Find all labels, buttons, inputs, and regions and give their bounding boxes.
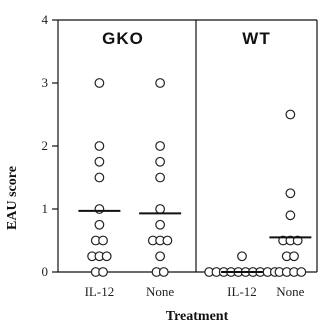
data-point (98, 235, 108, 246)
y-tick-label: 1 (42, 201, 49, 216)
y-tick-label: 2 (42, 138, 49, 153)
data-point (285, 188, 296, 199)
data-point (94, 78, 105, 88)
data-point (94, 141, 105, 151)
data-point (285, 210, 296, 221)
data-point (94, 204, 105, 214)
data-point (155, 156, 166, 167)
y-tick-label: 0 (42, 264, 49, 279)
y-tick-label: 4 (42, 12, 49, 27)
data-point (158, 267, 169, 277)
panel-gko: GKO IL-12 None (78, 29, 182, 299)
group-gko-none: None (139, 78, 182, 299)
data-point (285, 109, 296, 120)
data-point (289, 251, 299, 262)
data-point (155, 204, 166, 214)
category-label: None (146, 284, 174, 299)
data-point (155, 219, 166, 230)
data-point (296, 267, 307, 277)
x-axis-title: Treatment (166, 309, 229, 324)
data-point (101, 251, 112, 262)
data-point (94, 172, 105, 183)
data-point (155, 172, 166, 183)
data-point (98, 267, 108, 277)
y-tick-label: 3 (42, 75, 49, 90)
panel-title: GKO (102, 29, 144, 48)
category-label: IL-12 (227, 284, 257, 299)
data-point (155, 141, 166, 151)
y-axis: 0 1 2 3 4 (42, 12, 58, 279)
group-wt-il-12: IL-12 (204, 251, 280, 299)
group-gko-il-12: IL-12 (78, 78, 121, 299)
data-point (94, 156, 105, 167)
group-wt-none: None (269, 109, 312, 299)
panel-wt: WT IL-12 None (204, 29, 312, 299)
category-label: IL-12 (85, 284, 115, 299)
data-point (94, 219, 105, 230)
panels: GKO IL-12 None WT IL-12 None (78, 29, 312, 299)
category-label: None (276, 284, 304, 299)
data-point (237, 251, 247, 262)
panel-title: WT (242, 29, 270, 48)
data-point (162, 235, 173, 246)
y-axis-title: EAU score (5, 166, 20, 230)
data-point (155, 78, 166, 88)
data-point (155, 251, 166, 262)
